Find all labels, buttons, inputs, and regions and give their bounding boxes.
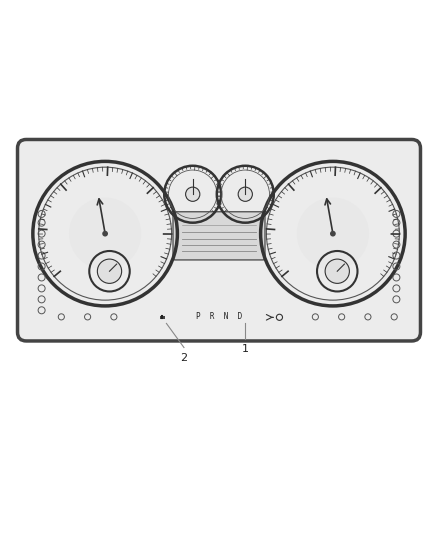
Text: P  R  N  D: P R N D — [196, 312, 242, 321]
Bar — [160, 316, 165, 319]
Text: 2: 2 — [180, 353, 187, 363]
FancyBboxPatch shape — [18, 140, 420, 341]
Text: 1: 1 — [242, 344, 249, 354]
Circle shape — [325, 259, 350, 284]
FancyBboxPatch shape — [173, 212, 265, 260]
Circle shape — [330, 231, 336, 237]
Circle shape — [102, 231, 108, 237]
Circle shape — [69, 198, 141, 270]
Circle shape — [297, 198, 369, 270]
Circle shape — [238, 187, 252, 201]
Circle shape — [186, 187, 200, 201]
Circle shape — [97, 259, 122, 284]
